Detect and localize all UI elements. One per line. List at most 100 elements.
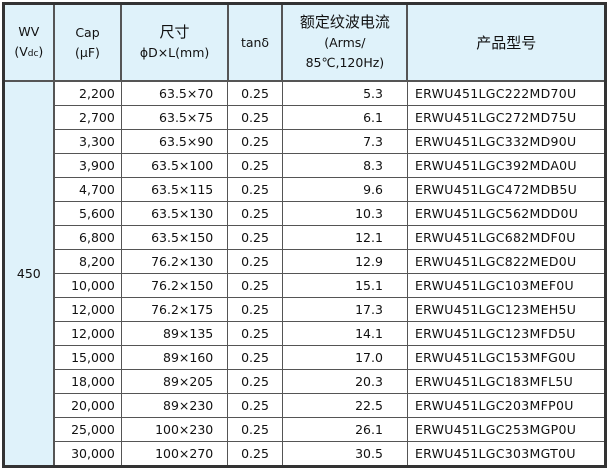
part-number-cell: ERWU451LGC822MED0U xyxy=(406,249,607,274)
part-number-cell: ERWU451LGC562MDD0U xyxy=(406,201,607,226)
table-row: 8,200 76.2×130 0.25 12.9 ERWU451LGC822ME… xyxy=(4,249,607,274)
header-size: 尺寸 ϕD×L(mm) xyxy=(120,2,229,82)
tan-cell: 0.25 xyxy=(227,417,283,442)
tan-cell: 0.25 xyxy=(227,225,283,250)
cap-cell: 10,000 xyxy=(53,273,122,298)
part-number-cell: ERWU451LGC222MD70U xyxy=(406,80,607,106)
header-wv: WV (Vdc) xyxy=(2,2,55,82)
ripple-cell: 10.3 xyxy=(281,201,408,226)
cap-cell: 2,200 xyxy=(53,80,122,106)
size-cell: 63.5×150 xyxy=(120,225,229,250)
part-number-cell: ERWU451LGC472MDB5U xyxy=(406,177,607,202)
table-row: 30,000 100×270 0.25 30.5 ERWU451LGC303MG… xyxy=(4,441,607,467)
table-row: 12,000 76.2×175 0.25 17.3 ERWU451LGC123M… xyxy=(4,297,607,322)
cap-cell: 3,900 xyxy=(53,153,122,178)
ripple-cell: 17.3 xyxy=(281,297,408,322)
tan-cell: 0.25 xyxy=(227,321,283,346)
tan-cell: 0.25 xyxy=(227,177,283,202)
part-number-cell: ERWU451LGC103MEF0U xyxy=(406,273,607,298)
size-cell: 63.5×90 xyxy=(120,129,229,154)
size-cell: 89×230 xyxy=(120,393,229,418)
size-cell: 76.2×130 xyxy=(120,249,229,274)
size-cell: 63.5×115 xyxy=(120,177,229,202)
cap-cell: 4,700 xyxy=(53,177,122,202)
ripple-cell: 5.3 xyxy=(281,80,408,106)
cap-cell: 18,000 xyxy=(53,369,122,394)
table-row: 6,800 63.5×150 0.25 12.1 ERWU451LGC682MD… xyxy=(4,225,607,250)
size-cell: 89×205 xyxy=(120,369,229,394)
table-row: 5,600 63.5×130 0.25 10.3 ERWU451LGC562MD… xyxy=(4,201,607,226)
part-number-cell: ERWU451LGC332MD90U xyxy=(406,129,607,154)
part-number-cell: ERWU451LGC253MGP0U xyxy=(406,417,607,442)
ripple-cell: 20.3 xyxy=(281,369,408,394)
size-cell: 100×270 xyxy=(120,441,229,467)
ripple-cell: 17.0 xyxy=(281,345,408,370)
ripple-cell: 30.5 xyxy=(281,441,408,467)
ripple-cell: 12.1 xyxy=(281,225,408,250)
tan-cell: 0.25 xyxy=(227,153,283,178)
tan-cell: 0.25 xyxy=(227,105,283,130)
cap-cell: 5,600 xyxy=(53,201,122,226)
tan-cell: 0.25 xyxy=(227,249,283,274)
part-number-cell: ERWU451LGC392MDA0U xyxy=(406,153,607,178)
tan-cell: 0.25 xyxy=(227,393,283,418)
table-row: 10,000 76.2×150 0.25 15.1 ERWU451LGC103M… xyxy=(4,273,607,298)
ripple-cell: 6.1 xyxy=(281,105,408,130)
ripple-cell: 8.3 xyxy=(281,153,408,178)
tan-cell: 0.25 xyxy=(227,201,283,226)
table-row: 15,000 89×160 0.25 17.0 ERWU451LGC153MFG… xyxy=(4,345,607,370)
size-cell: 63.5×75 xyxy=(120,105,229,130)
header-row: WV (Vdc) Cap (μF) 尺寸 ϕD×L(mm) tanδ 额定纹波电流 (A… xyxy=(2,2,607,82)
table-row: 2,700 63.5×75 0.25 6.1 ERWU451LGC272MD75… xyxy=(4,105,607,130)
size-cell: 63.5×130 xyxy=(120,201,229,226)
size-cell: 89×160 xyxy=(120,345,229,370)
tan-cell: 0.25 xyxy=(227,129,283,154)
table-row: 12,000 89×135 0.25 14.1 ERWU451LGC123MFD… xyxy=(4,321,607,346)
tan-cell: 0.25 xyxy=(227,273,283,298)
ripple-cell: 12.9 xyxy=(281,249,408,274)
cap-cell: 20,000 xyxy=(53,393,122,418)
cap-cell: 12,000 xyxy=(53,297,122,322)
table-row: 25,000 100×230 0.25 26.1 ERWU451LGC253MG… xyxy=(4,417,607,442)
size-cell: 76.2×150 xyxy=(120,273,229,298)
header-part-number: 产品型号 xyxy=(406,2,607,82)
part-number-cell: ERWU451LGC272MD75U xyxy=(406,105,607,130)
tan-cell: 0.25 xyxy=(227,80,283,106)
part-number-cell: ERWU451LGC203MFP0U xyxy=(406,393,607,418)
size-cell: 89×135 xyxy=(120,321,229,346)
tan-cell: 0.25 xyxy=(227,345,283,370)
part-number-cell: ERWU451LGC303MGT0U xyxy=(406,441,607,467)
size-cell: 76.2×175 xyxy=(120,297,229,322)
ripple-cell: 26.1 xyxy=(281,417,408,442)
tan-cell: 0.25 xyxy=(227,369,283,394)
ripple-cell: 14.1 xyxy=(281,321,408,346)
table-row: 450 2,200 63.5×70 0.25 5.3 ERWU451LGC222M… xyxy=(2,80,607,467)
size-cell: 63.5×70 xyxy=(120,80,229,106)
cap-cell: 30,000 xyxy=(53,441,122,467)
ripple-cell: 22.5 xyxy=(281,393,408,418)
cap-cell: 25,000 xyxy=(53,417,122,442)
tan-cell: 0.25 xyxy=(227,441,283,467)
part-number-cell: ERWU451LGC682MDF0U xyxy=(406,225,607,250)
header-cap: Cap (μF) xyxy=(52,2,123,82)
table-row: 18,000 89×205 0.25 20.3 ERWU451LGC183MFL… xyxy=(4,369,607,394)
tan-cell: 0.25 xyxy=(227,297,283,322)
cap-cell: 12,000 xyxy=(53,321,122,346)
cap-cell: 2,700 xyxy=(53,105,122,130)
ripple-cell: 15.1 xyxy=(281,273,408,298)
part-number-cell: ERWU451LGC123MFD5U xyxy=(406,321,607,346)
table-row: 4,700 63.5×115 0.25 9.6 ERWU451LGC472MDB… xyxy=(4,177,607,202)
table-row: 3,900 63.5×100 0.25 8.3 ERWU451LGC392MDA… xyxy=(4,153,607,178)
ripple-cell: 7.3 xyxy=(281,129,408,154)
cap-cell: 6,800 xyxy=(53,225,122,250)
cap-cell: 8,200 xyxy=(53,249,122,274)
wv-cell: 450 xyxy=(2,80,55,467)
size-cell: 63.5×100 xyxy=(120,153,229,178)
table-row: 3,300 63.5×90 0.25 7.3 ERWU451LGC332MD90… xyxy=(4,129,607,154)
part-number-cell: ERWU451LGC183MFL5U xyxy=(406,369,607,394)
table-row: 20,000 89×230 0.25 22.5 ERWU451LGC203MFP… xyxy=(4,393,607,418)
cap-cell: 15,000 xyxy=(53,345,122,370)
ripple-cell: 9.6 xyxy=(281,177,408,202)
size-cell: 100×230 xyxy=(120,417,229,442)
